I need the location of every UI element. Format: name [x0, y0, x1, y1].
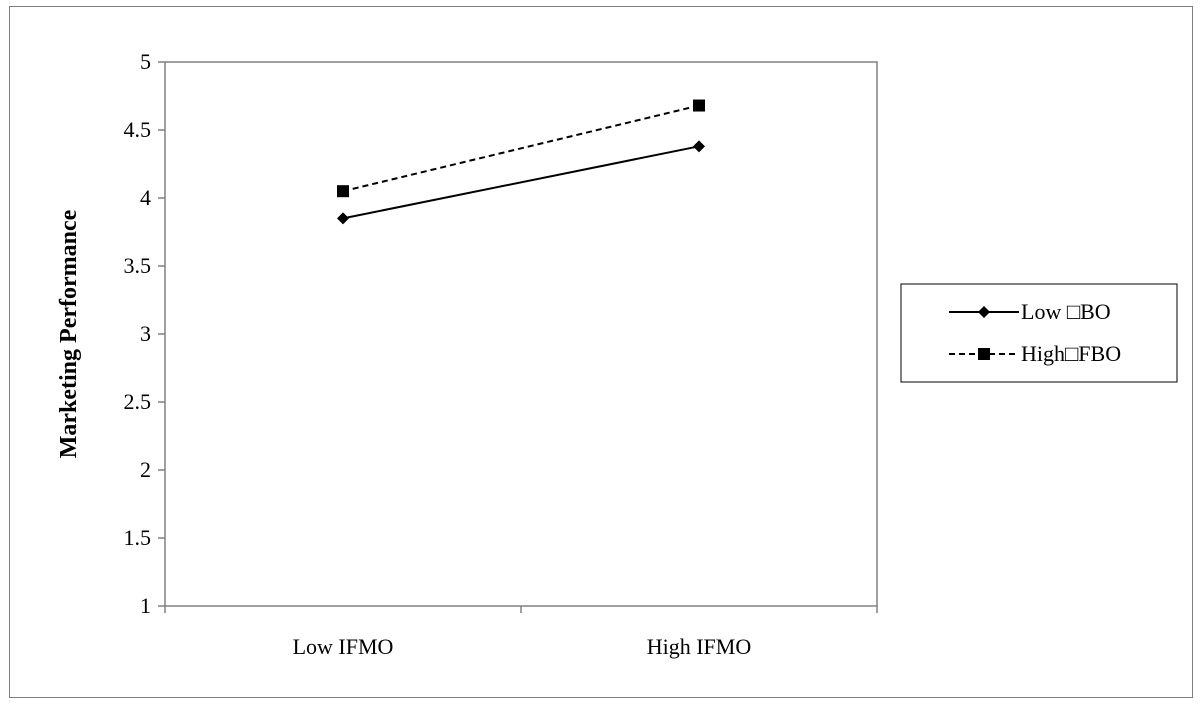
y-axis-title: Marketing Performance	[56, 209, 82, 458]
y-tick-label: 4	[140, 185, 151, 210]
series-1-point	[337, 212, 349, 225]
legend-label-1: Low □BO	[1021, 299, 1111, 324]
plot-area: 1 1.5 2 2.5 3 3.5 4 4.5 5 Low IFMO High IFMO	[124, 49, 878, 659]
legend-marker-1	[978, 306, 990, 318]
y-tick-label: 3.5	[124, 253, 152, 278]
y-tick-label: 1.5	[124, 525, 152, 550]
y-tick-label: 3	[140, 321, 151, 346]
legend-label-2: High□FBO	[1021, 341, 1121, 366]
y-tick-label: 4.5	[124, 117, 152, 142]
x-tick-label: High IFMO	[647, 634, 752, 659]
series-line-1	[342, 145, 700, 220]
series-2-point	[337, 185, 349, 198]
y-tick-label: 5	[140, 49, 151, 74]
series-2-point	[693, 99, 705, 112]
x-tick-label: Low IFMO	[293, 634, 394, 659]
legend-box	[900, 283, 1178, 383]
plot-border	[164, 61, 878, 607]
legend: Low □BO High□FBO	[900, 283, 1178, 383]
y-tick-label: 2	[140, 457, 151, 482]
series-line-2	[342, 104, 700, 193]
series-1-point	[693, 140, 705, 153]
y-tick-label: 1	[140, 593, 151, 618]
y-tick-label: 2.5	[124, 389, 152, 414]
legend-marker-2	[978, 348, 990, 360]
